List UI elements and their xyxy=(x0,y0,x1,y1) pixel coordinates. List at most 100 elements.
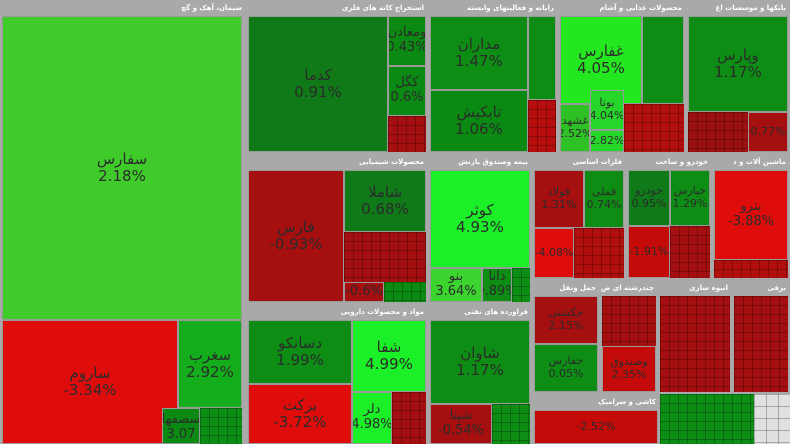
small-tiles-grid[interactable] xyxy=(392,392,426,444)
tile-hkeshti[interactable]: حکشتی 2.15% xyxy=(534,296,598,344)
symbol-name: فملی xyxy=(591,185,617,199)
tile-shefa[interactable]: شفا 4.99% xyxy=(352,320,426,392)
tile-shamla[interactable]: شاملا 0.68% xyxy=(344,170,426,232)
sector-title: کاشی و سرامیک xyxy=(532,394,660,410)
percent-change: 2.15% xyxy=(548,319,584,333)
tile-khodro[interactable]: خودرو 0.95% xyxy=(628,170,670,226)
small-tiles-grid[interactable] xyxy=(660,296,730,392)
tile-vmelat[interactable]: 0.77% xyxy=(748,112,788,152)
tile-vsapa[interactable]: وصندوق 2.35% xyxy=(602,346,656,392)
tile-bno[interactable]: بنو 3.64% xyxy=(430,268,482,302)
tile-it-a[interactable] xyxy=(528,16,556,100)
tile-kgol[interactable]: کگل 0.6% xyxy=(388,66,426,116)
sector-cement: سیمان، آهک و گچ سفارس 2.18% ساروم -3.34%… xyxy=(0,0,246,444)
percent-change: 0.43% xyxy=(388,40,426,56)
sector-title: فراورده های نفتی xyxy=(428,304,532,320)
percent-change: -2.52% xyxy=(576,420,616,434)
tile-food-b[interactable] xyxy=(642,16,684,104)
sector-auto: خودرو و ساخت خودرو 0.95% خپارس 1.29% -1.… xyxy=(626,154,712,280)
tile-bebro[interactable]: بترو -3.88% xyxy=(714,170,788,260)
symbol-name: سغرب xyxy=(188,345,232,364)
misc-small-tiles[interactable] xyxy=(754,394,790,444)
tile-tabkish[interactable]: تابکیش 1.06% xyxy=(430,90,528,152)
tile-shpna[interactable]: شپنا -0.54% xyxy=(430,404,492,444)
tile-shavid[interactable]: -0.6% xyxy=(344,282,384,302)
sector-title: حمل ونقل xyxy=(532,280,600,296)
percent-change: 4.98% xyxy=(352,417,392,433)
tile-dlor[interactable]: دلر 4.98% xyxy=(352,392,392,444)
percent-change: 1.47% xyxy=(455,52,503,71)
sector-title: رایانه و فعالیتهای وابسته xyxy=(428,0,558,16)
tile-fameli[interactable]: فملی 0.74% xyxy=(584,170,624,228)
percent-change: -1.91% xyxy=(629,245,669,259)
small-tiles-grid[interactable] xyxy=(200,408,242,444)
tile-kema[interactable]: کدما 0.91% xyxy=(248,16,388,152)
percent-change: 1.17% xyxy=(714,63,762,82)
sector-machinery: ماشین آلات و د بترو -3.88% xyxy=(712,154,790,280)
percent-change: 1.17% xyxy=(456,361,504,380)
tile-sesfaha[interactable]: سصفها 3.07 xyxy=(162,408,200,444)
percent-change: -3.34% xyxy=(63,381,117,400)
misc-small-tiles[interactable] xyxy=(660,394,754,444)
percent-change: -4.08% xyxy=(534,246,574,260)
small-tiles-grid[interactable] xyxy=(670,226,710,278)
symbol-name: شاوان xyxy=(460,343,500,362)
small-tiles-grid[interactable] xyxy=(528,100,556,152)
tile-khsapa[interactable]: -1.91% xyxy=(628,226,670,278)
tile-dana[interactable]: دانا 0.89% xyxy=(482,268,512,302)
percent-change: 2.92% xyxy=(186,363,234,382)
tile-dsina[interactable]: دسانکو 1.99% xyxy=(248,320,352,384)
symbol-name: مداران xyxy=(457,34,501,53)
small-tiles-grid[interactable] xyxy=(688,112,748,152)
small-tiles-grid[interactable] xyxy=(734,296,788,392)
percent-change: 0.68% xyxy=(361,200,409,219)
tile-vpars[interactable]: وپارس 1.17% xyxy=(688,16,788,112)
symbol-name: دانا xyxy=(488,269,506,285)
percent-change: 0.77% xyxy=(750,125,786,139)
symbol-name: بنو xyxy=(448,269,464,285)
tile-bogota[interactable]: بوتا 4.04% xyxy=(590,90,624,130)
sector-title: محصولات غذایی و آشام xyxy=(558,0,686,16)
symbol-name: بترو xyxy=(740,199,762,215)
tile-sgharb[interactable]: سغرب 2.92% xyxy=(178,320,242,408)
small-tiles-grid[interactable] xyxy=(714,260,788,278)
tile-hfars[interactable]: حفارس 0.05% xyxy=(534,344,598,392)
small-tiles-grid[interactable] xyxy=(344,232,426,282)
symbol-name: تابکیش xyxy=(456,102,502,121)
small-tiles-grid[interactable] xyxy=(384,282,426,302)
tile-fkhooz[interactable]: -4.08% xyxy=(534,228,574,278)
small-tiles-grid[interactable] xyxy=(602,296,656,346)
tile-kowsar[interactable]: کوثر 4.93% xyxy=(430,170,530,268)
tile-sarum[interactable]: ساروم -3.34% xyxy=(2,320,178,444)
sector-transport: حمل ونقل حکشتی 2.15% حفارس 0.05% xyxy=(532,280,600,394)
small-tiles-grid[interactable] xyxy=(574,228,624,278)
tile-khapa[interactable]: خپارس 1.29% xyxy=(670,170,710,226)
tile-kmaden[interactable]: ومعادن 0.43% xyxy=(388,16,426,66)
symbol-name: غشهد xyxy=(561,114,589,128)
tile-farak[interactable]: فارس -0.93% xyxy=(248,170,344,302)
small-tiles-grid[interactable] xyxy=(512,268,530,302)
percent-change: 2.35% xyxy=(611,368,647,382)
tile-foolad[interactable]: فولاد 1.31% xyxy=(534,170,584,228)
percent-change: 1.99% xyxy=(276,351,324,370)
tile-sefars[interactable]: سفارس 2.18% xyxy=(2,16,242,320)
tile-barkat[interactable]: برکت -3.72% xyxy=(248,384,352,444)
percent-change: 0.89% xyxy=(483,284,511,300)
sector-title: استخراج کانه های فلزی xyxy=(246,0,428,16)
percent-change: -0.54% xyxy=(438,423,484,439)
tile-x1[interactable]: -2.52% xyxy=(534,410,658,444)
small-tiles-grid[interactable] xyxy=(624,104,684,152)
sector-title: انبوه سازی xyxy=(658,280,732,296)
sector-construction: انبوه سازی xyxy=(658,280,732,394)
symbol-name: دسانکو xyxy=(277,333,323,352)
small-tiles-grid[interactable] xyxy=(492,404,530,444)
tile-ghshehd[interactable]: غشهد 2.52% xyxy=(560,104,590,152)
tile-shavan[interactable]: شاوان 1.17% xyxy=(430,320,530,404)
tile-ghchin[interactable]: 2.82% xyxy=(590,130,624,152)
sector-title: بانکها و موسسات اع xyxy=(686,0,790,16)
percent-change: 1.06% xyxy=(455,120,503,139)
tile-ghfars[interactable]: غفارس 4.05% xyxy=(560,16,642,104)
percent-change: 0.95% xyxy=(631,197,667,211)
tile-madaran[interactable]: مداران 1.47% xyxy=(430,16,528,90)
small-tiles-grid[interactable] xyxy=(388,116,426,152)
